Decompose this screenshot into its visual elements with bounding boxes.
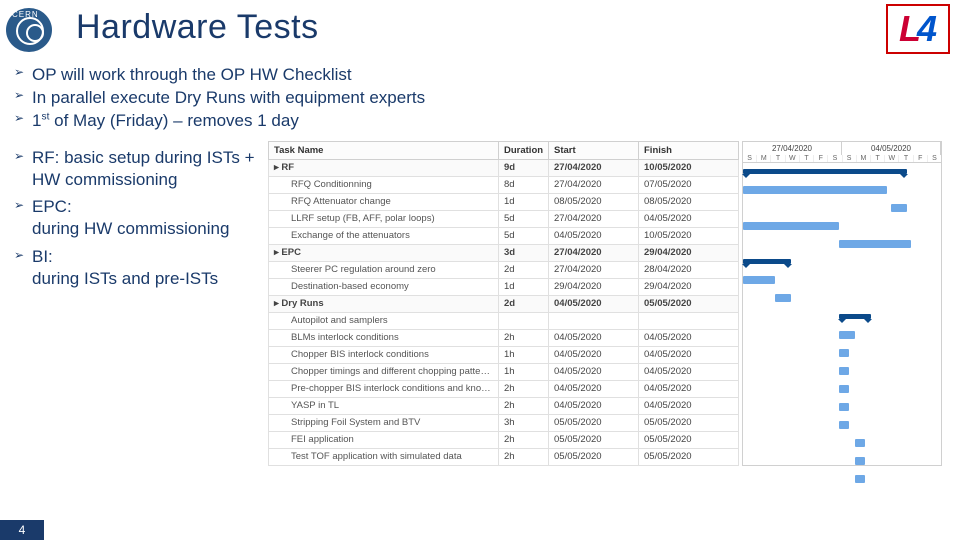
table-row: Stripping Foil System and BTV3h05/05/202… [269,414,739,431]
day-label: M [757,155,771,162]
day-label: T [899,155,913,162]
gantt-bar [743,222,839,230]
gantt-bar [839,367,849,375]
gantt-row [743,416,941,434]
day-label: F [914,155,928,162]
table-row: YASP in TL2h04/05/202004/05/2020 [269,397,739,414]
day-label: T [871,155,885,162]
gantt-row [743,398,941,416]
gantt-bar [891,204,907,212]
gantt-row [743,434,941,452]
gantt-row [743,289,941,307]
gantt-row [743,163,941,181]
bullet-item: OP will work through the OP HW Checklist [14,64,960,87]
gantt-row [743,308,941,326]
gantt-bar [839,240,911,248]
table-row: Steerer PC regulation around zero2d27/04… [269,261,739,278]
day-label: S [828,155,842,162]
gantt-bar [839,331,855,339]
bullet-item: 1st of May (Friday) – removes 1 day [14,110,960,133]
table-row: LLRF setup (FB, AFF, polar loops)5d27/04… [269,210,739,227]
gantt-bar [839,349,849,357]
table-row: Destination-based economy1d29/04/202029/… [269,278,739,295]
gantt-bar [839,403,849,411]
table-row: ▸ EPC3d27/04/202029/04/2020 [269,244,739,261]
day-label: M [857,155,871,162]
cern-logo: CERN [6,8,52,52]
gantt-container: Task Name Duration Start Finish ▸ RF9d27… [268,141,960,466]
gantt-bar [743,169,907,174]
page-number: 4 [0,520,44,540]
table-row: RFQ Conditionning8d27/04/202007/05/2020 [269,176,739,193]
day-label: S [928,155,941,162]
table-row: Exchange of the attenuators5d04/05/20201… [269,227,739,244]
gantt-row [743,217,941,235]
page-title: Hardware Tests [76,8,319,47]
left-bullet-list: RF: basic setup during ISTs + HW commiss… [0,147,268,466]
gantt-bar [775,294,791,302]
bullet-item: BI: during ISTs and pre-ISTs [14,246,268,290]
gantt-row [743,452,941,470]
task-table: Task Name Duration Start Finish ▸ RF9d27… [268,141,739,466]
gantt-bar [839,421,849,429]
table-row: Pre-chopper BIS interlock conditions and… [269,380,739,397]
gantt-row [743,380,941,398]
col-header: Duration [499,141,549,159]
table-row: RFQ Attenuator change1d08/05/202008/05/2… [269,193,739,210]
table-row: Chopper timings and different chopping p… [269,363,739,380]
gantt-row [743,181,941,199]
bullet-item: In parallel execute Dry Runs with equipm… [14,87,960,110]
gantt-bar [839,385,849,393]
logo-4-glyph: 4 [917,8,937,50]
gantt-chart: 27/04/202004/05/2020 SMTWTFSSMTWTFS [742,141,942,466]
gantt-row [743,253,941,271]
week-label: 27/04/2020 [743,142,842,155]
col-header: Start [549,141,639,159]
gantt-row [743,470,941,488]
gantt-bar [855,457,865,465]
gantt-row [743,235,941,253]
gantt-row [743,199,941,217]
top-bullet-list: OP will work through the OP HW Checklist… [14,64,960,133]
table-row: Chopper BIS interlock conditions1h04/05/… [269,346,739,363]
table-row: ▸ Dry Runs2d04/05/202005/05/2020 [269,295,739,312]
table-row: FEI application2h05/05/202005/05/2020 [269,431,739,448]
gantt-bar [743,186,887,194]
day-label: S [843,155,857,162]
table-row: ▸ RF9d27/04/202010/05/2020 [269,159,739,176]
bullet-item: RF: basic setup during ISTs + HW commiss… [14,147,268,191]
gantt-row [743,362,941,380]
day-label: T [771,155,785,162]
gantt-row [743,344,941,362]
gantt-bar [855,475,865,483]
bullet-item: EPC: during HW commissioning [14,196,268,240]
table-row: Test TOF application with simulated data… [269,448,739,465]
day-label: W [885,155,899,162]
day-label: S [743,155,757,162]
day-label: W [786,155,800,162]
l4-logo: L 4 [886,4,950,54]
table-header-row: Task Name Duration Start Finish [269,141,739,159]
gantt-bar [743,276,775,284]
col-header: Finish [639,141,739,159]
week-label: 04/05/2020 [842,142,941,155]
gantt-bar [743,259,791,264]
gantt-bar [855,439,865,447]
gantt-row [743,271,941,289]
table-row: BLMs interlock conditions2h04/05/202004/… [269,329,739,346]
table-row: Autopilot and samplers [269,312,739,329]
cern-label: CERN [12,10,39,19]
col-header: Task Name [269,141,499,159]
gantt-bar [839,314,871,319]
day-label: T [800,155,814,162]
day-label: F [814,155,828,162]
gantt-row [743,326,941,344]
